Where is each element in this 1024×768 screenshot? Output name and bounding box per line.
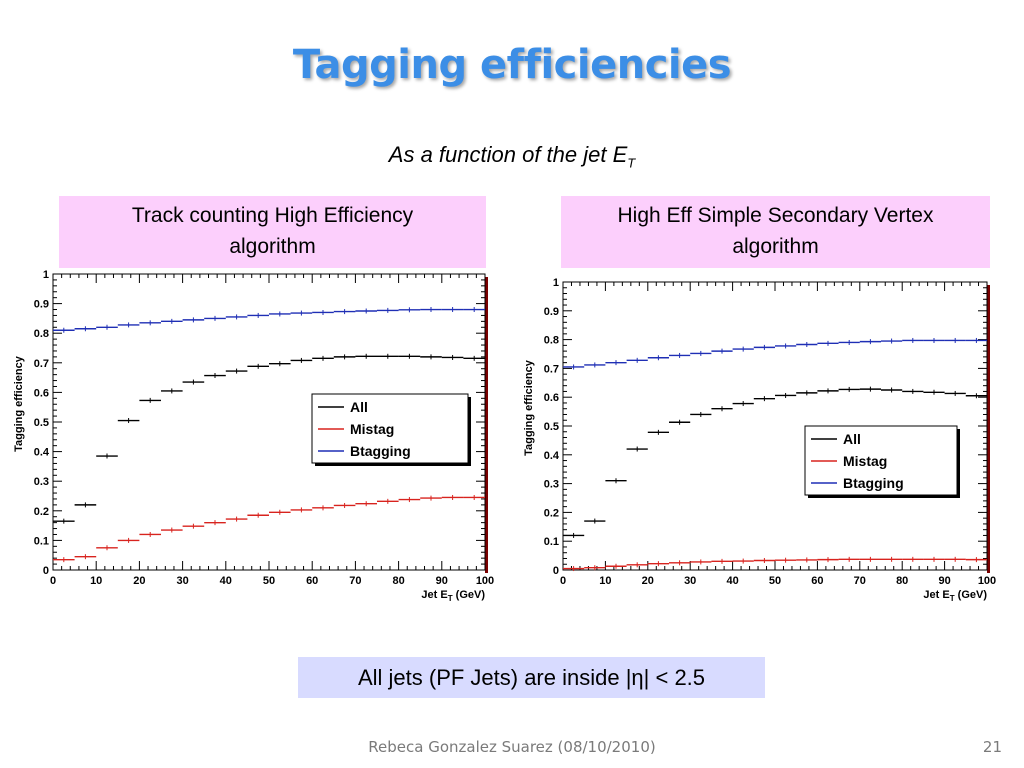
footer-author-date: Rebeca Gonzalez Suarez (08/10/2010) <box>368 738 656 756</box>
x-tick-label: 50 <box>263 575 275 587</box>
slide-subtitle: As a function of the jet ET <box>0 142 1024 170</box>
x-axis-title-text: Jet E <box>923 589 949 601</box>
x-tick-label: 100 <box>978 575 996 587</box>
y-tick-label: 0.3 <box>544 479 559 491</box>
x-tick-label: 10 <box>90 575 102 587</box>
y-tick-label: 0.4 <box>34 447 50 459</box>
y-tick-label: 0.7 <box>544 363 559 375</box>
series-mistag <box>53 494 485 563</box>
y-tick-label: 0 <box>43 565 49 577</box>
series-mistag <box>563 556 987 572</box>
x-tick-label: 60 <box>306 575 318 587</box>
x-tick-label: 100 <box>476 575 494 587</box>
eta-cut-note: All jets (PF Jets) are inside |η| < 2.5 <box>298 657 765 698</box>
right-efficiency-chart: 00.10.20.30.40.50.60.70.80.910 10 20 30 40 50… <box>523 277 996 603</box>
x-tick-label: 80 <box>392 575 404 587</box>
y-tick-label: 0.5 <box>544 421 559 433</box>
x-axis-title: Jet ET (GeV) <box>923 589 987 603</box>
x-axis-title-unit: (GeV) <box>453 589 486 601</box>
left-panel-label: Track counting High Efficiency algorithm <box>59 196 486 268</box>
series-all <box>563 386 987 538</box>
x-tick-label: 20 <box>133 575 145 587</box>
y-axis-title: Tagging efficiency <box>13 355 25 452</box>
y-tick-label: 0.1 <box>544 536 559 548</box>
left-panel-label-line2: algorithm <box>229 235 316 258</box>
x-tick-label: 10 <box>599 575 611 587</box>
x-axis-title-subscript: T <box>448 594 453 603</box>
y-tick-label: 0.2 <box>544 507 559 519</box>
x-axis-title-text: Jet E <box>421 589 447 601</box>
x-tick-label: 60 <box>811 575 823 587</box>
frame-shadow <box>485 277 488 573</box>
y-tick-label: 0.6 <box>34 387 49 399</box>
legend-label-all: All <box>843 431 861 447</box>
legend-label-btagging: Btagging <box>350 443 411 459</box>
y-tick-label: 0.8 <box>34 328 49 340</box>
x-tick-label: 70 <box>854 575 866 587</box>
x-tick-label: 40 <box>220 575 232 587</box>
y-tick-label: 0.3 <box>34 476 49 488</box>
legend-label-mistag: Mistag <box>350 421 394 437</box>
y-tick-label: 0.1 <box>34 535 49 547</box>
subtitle-subscript: T <box>627 155 636 171</box>
x-tick-label: 30 <box>176 575 188 587</box>
left-panel-label-line1: Track counting High Efficiency <box>131 204 414 227</box>
x-tick-label: 80 <box>896 575 908 587</box>
y-tick-label: 0.9 <box>544 306 559 318</box>
legend-label-mistag: Mistag <box>843 453 887 469</box>
slide-title: Tagging efficiencies <box>292 42 732 88</box>
legend-label-all: All <box>350 399 368 415</box>
series-btagging <box>53 307 485 333</box>
x-tick-label: 0 <box>50 575 56 587</box>
x-axis-title: Jet ET (GeV) <box>421 589 485 603</box>
x-tick-label: 90 <box>938 575 950 587</box>
x-tick-label: 50 <box>769 575 781 587</box>
x-tick-label: 20 <box>642 575 654 587</box>
series-btagging <box>563 337 987 370</box>
x-tick-label: 30 <box>684 575 696 587</box>
y-tick-label: 0.5 <box>34 417 49 429</box>
right-panel-label: High Eff Simple Secondary Vertex algorit… <box>561 196 990 268</box>
y-tick-label: 1 <box>553 277 559 289</box>
y-tick-label: 0.2 <box>34 506 49 518</box>
x-tick-label: 90 <box>436 575 448 587</box>
frame-shadow <box>987 285 990 573</box>
x-tick-label: 40 <box>726 575 738 587</box>
y-tick-label: 0.4 <box>544 450 560 462</box>
y-tick-label: 0.9 <box>34 299 49 311</box>
x-axis-title-unit: (GeV) <box>955 589 988 601</box>
right-panel-label-line1: High Eff Simple Secondary Vertex <box>617 204 934 227</box>
y-tick-label: 1 <box>43 269 49 281</box>
y-tick-label: 0.7 <box>34 358 49 370</box>
legend-label-btagging: Btagging <box>843 475 904 491</box>
x-axis-title-subscript: T <box>950 594 955 603</box>
y-tick-label: 0 <box>553 565 559 577</box>
right-panel-label-line2: algorithm <box>732 235 819 258</box>
series-all <box>53 353 485 524</box>
x-tick-label: 70 <box>349 575 361 587</box>
left-efficiency-chart: 00.10.20.30.40.50.60.70.80.910 10 20 30 40 50… <box>13 269 494 603</box>
y-axis-title: Tagging efficiency <box>523 359 535 456</box>
subtitle-text: As a function of the jet E <box>388 142 628 167</box>
y-tick-label: 0.8 <box>544 335 559 347</box>
x-tick-label: 0 <box>560 575 566 587</box>
y-tick-label: 0.6 <box>544 392 559 404</box>
page-number: 21 <box>982 738 1002 756</box>
